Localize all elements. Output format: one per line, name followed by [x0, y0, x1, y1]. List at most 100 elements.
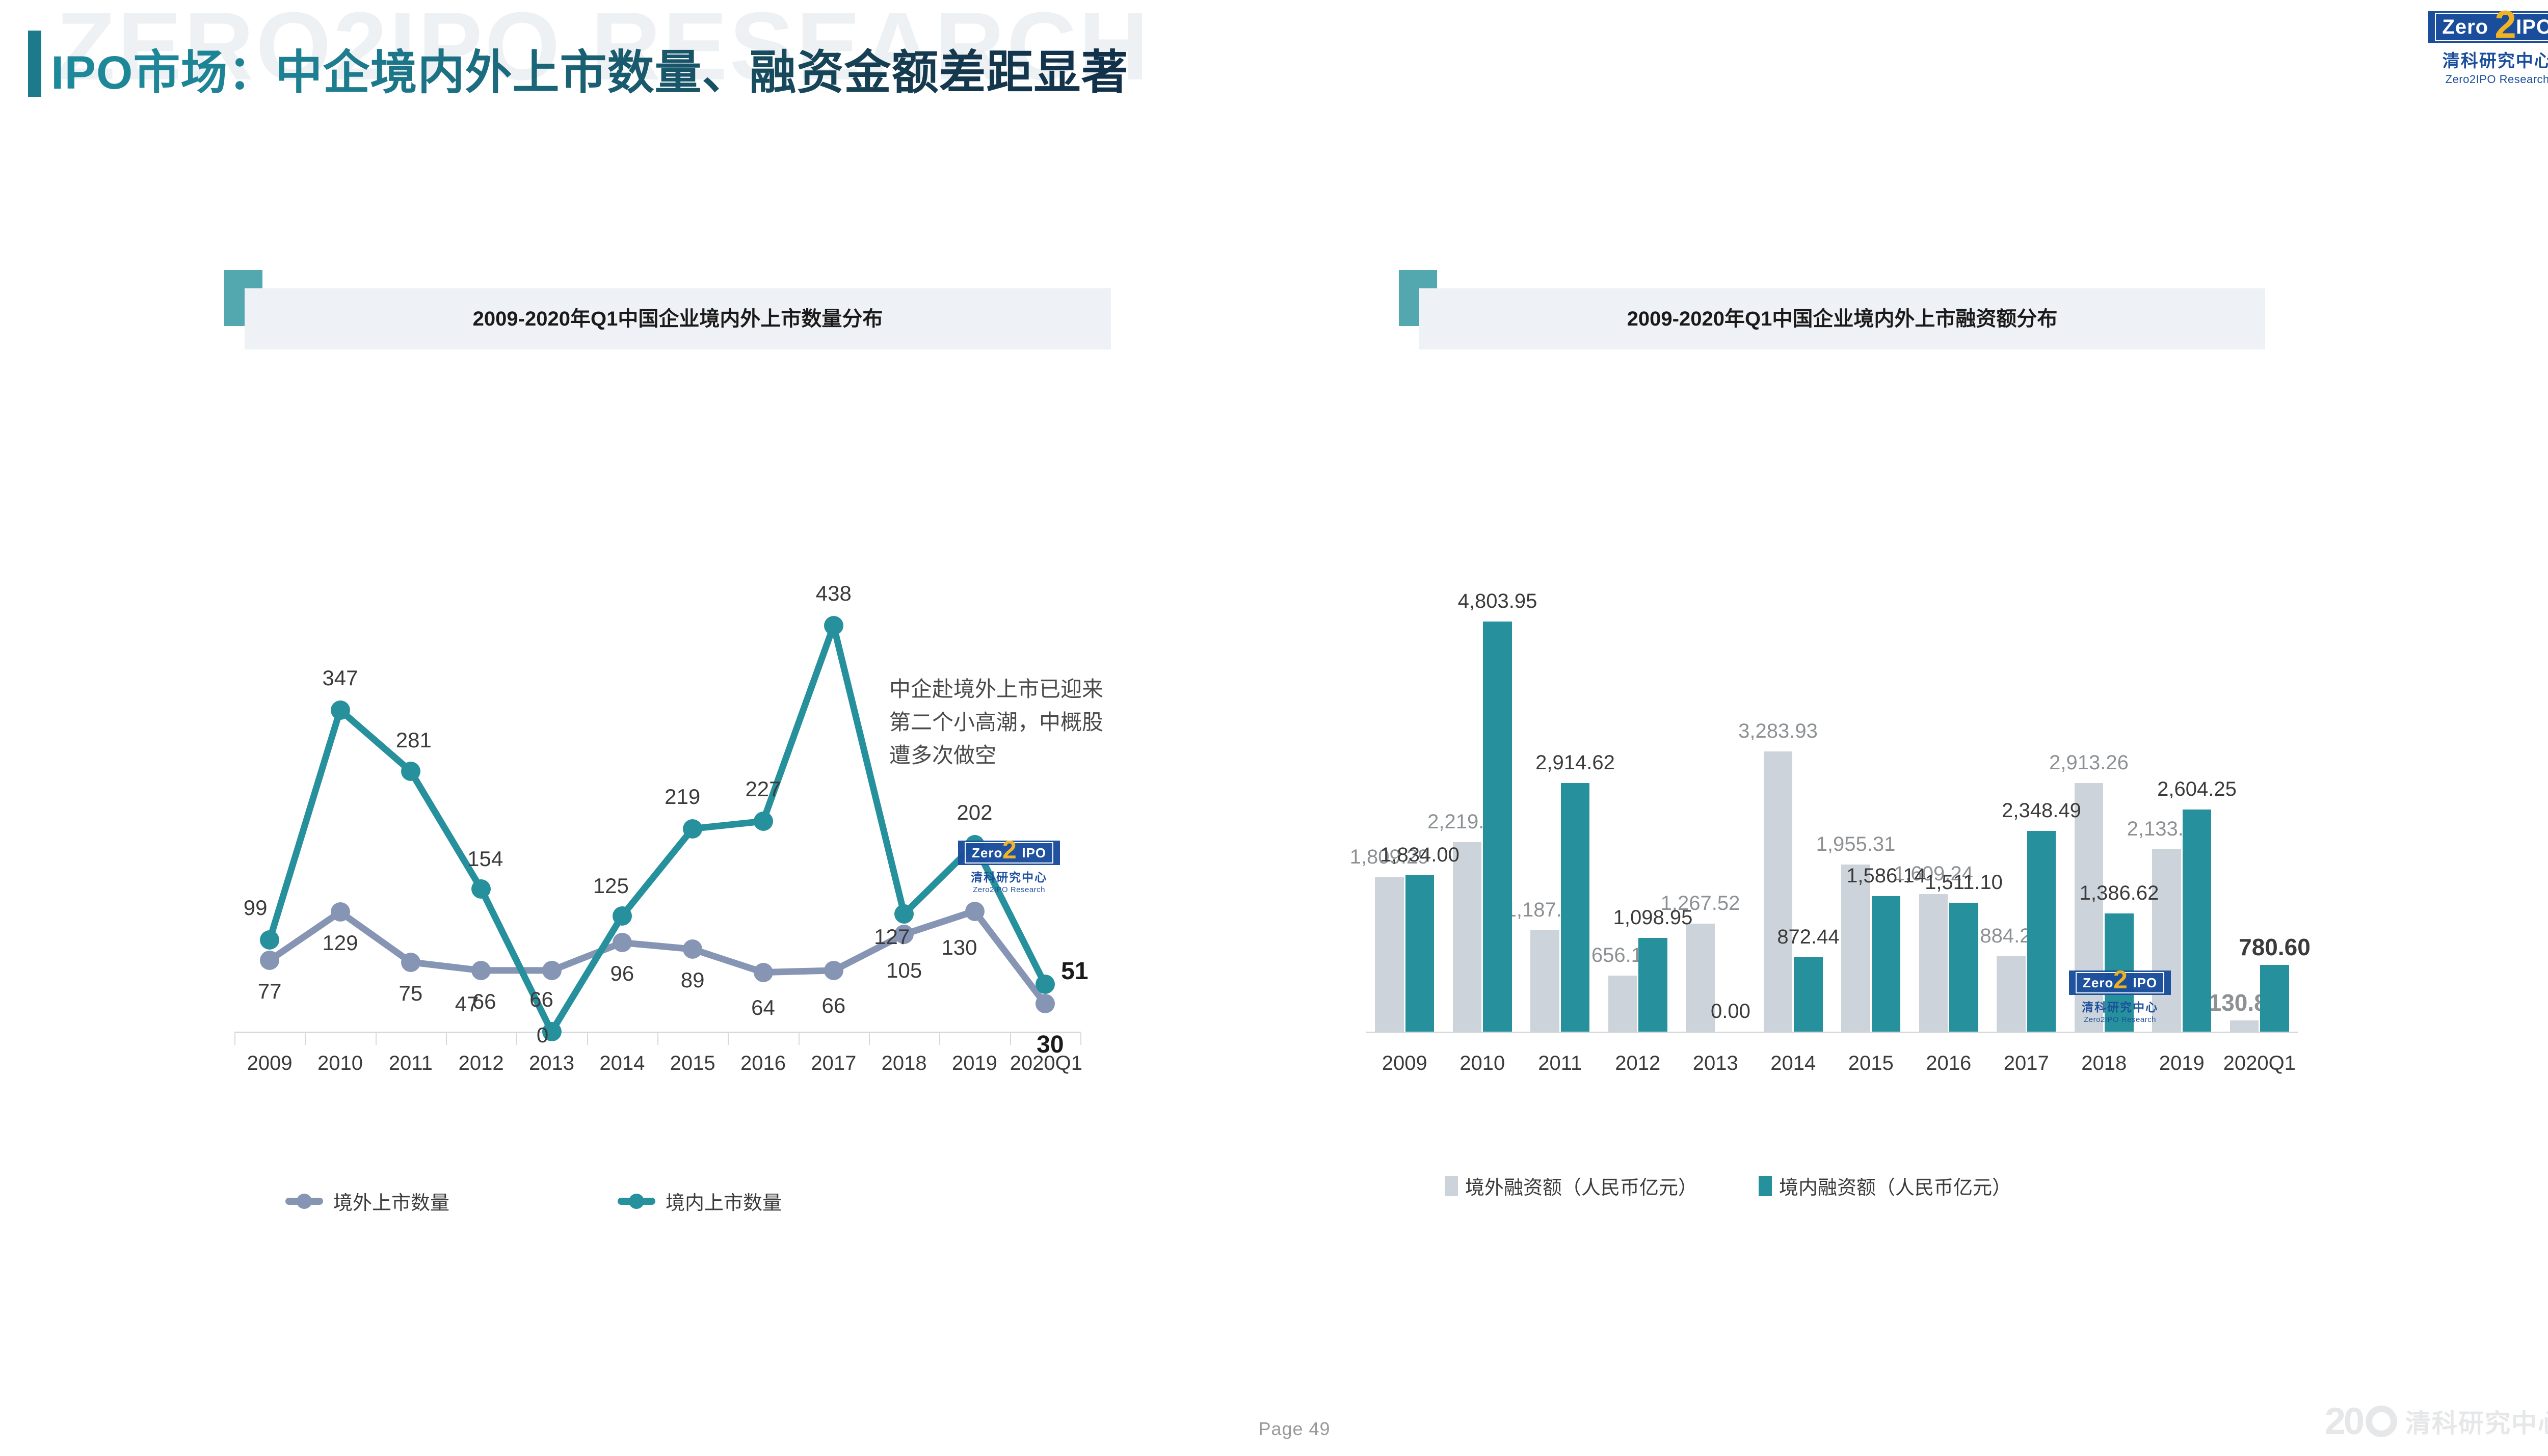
bar-domestic: [2027, 831, 2056, 1032]
data-label-overseas: 129: [322, 931, 358, 955]
x-axis-label: 2009: [247, 1052, 293, 1074]
data-label-domestic: 281: [395, 727, 432, 752]
x-axis-tick: [1080, 1032, 1081, 1045]
legend-swatch: [1759, 1175, 1772, 1196]
data-point: [753, 812, 773, 831]
x-axis-label: 2014: [599, 1052, 645, 1074]
data-label-domestic: 125: [593, 873, 629, 898]
data-point: [824, 960, 843, 980]
data-label-overseas: 66: [821, 993, 846, 1017]
bar-chart-plot: 1,809.29 2,219.65 1,187.53 656.16 1,267.52 3,…: [1335, 535, 2334, 1121]
bar-overseas: [1997, 956, 2026, 1032]
data-point: [612, 906, 632, 926]
logo-zero-text: Zero: [972, 845, 1003, 860]
legend-line-marker: [285, 1197, 323, 1205]
bar-label-domestic: 1,834.00: [1380, 843, 1459, 866]
x-axis-label: 2020Q1: [1010, 1052, 1082, 1074]
x-axis-tick: [516, 1032, 518, 1045]
line-series-2: [266, 622, 1049, 1035]
bar-domestic: [1405, 875, 1435, 1032]
data-point: [965, 901, 985, 921]
logo-box: Zero IPO 2: [2428, 6, 2548, 44]
data-label-domestic: 438: [815, 581, 852, 606]
bar-domestic: [2260, 965, 2289, 1032]
bar-label-overseas: 1,609.24: [1894, 862, 1973, 885]
anniversary-ring-icon: [2366, 1405, 2397, 1437]
data-label-domestic: 127: [874, 924, 910, 949]
logo-box: Zero IPO 2: [2069, 967, 2171, 995]
line-chart-title-band: [245, 288, 1111, 349]
line-chart-header: 2009-2020年Q1中国企业境内外上市数量分布: [224, 270, 1111, 357]
data-label-overseas: 66: [529, 987, 553, 1011]
data-point: [330, 902, 350, 922]
x-axis-tick: [939, 1032, 941, 1045]
bar-overseas: [1608, 976, 1637, 1032]
x-axis-label: 2016: [1926, 1052, 1972, 1074]
logo-en-text: Zero2IPO Research: [2084, 1015, 2157, 1024]
x-axis-label: 2020Q1: [2223, 1052, 2296, 1074]
legend-label: 境内上市数量: [666, 1193, 782, 1214]
data-point: [612, 933, 632, 953]
x-axis-label: 2009: [1382, 1052, 1427, 1074]
logo-inner: Zero IPO: [965, 842, 1054, 864]
bar-overseas: [1841, 865, 1870, 1032]
legend-swatch: [1445, 1175, 1458, 1196]
x-axis-label: 2015: [1848, 1052, 1894, 1074]
line-chart-legend: 境外上市数量 境内上市数量: [285, 1187, 782, 1215]
footer-org-name: 清科研究中心: [2405, 1409, 2548, 1438]
x-axis-label: 2012: [1615, 1052, 1661, 1074]
data-point: [1035, 994, 1055, 1014]
bar-label-overseas: 1,809.29: [1349, 845, 1429, 868]
chart-annotation: 中企赴境外上市已迎来 第二个小高潮，中概股 遭多次做空: [889, 677, 1104, 768]
line-chart-plot: 77 129 75 66 66 96 89 64 66 105 130 30 99 347 281 154 0 1…: [194, 535, 1162, 1121]
bar-overseas: [2230, 1020, 2259, 1032]
data-label-overseas: 105: [886, 958, 922, 982]
title-accent-bar: [28, 31, 41, 97]
bar-label-domestic: 1,098.95: [1613, 906, 1693, 929]
bar-label-domestic: 780.60: [2239, 934, 2311, 961]
zero2ipo-logo: Zero IPO 2 清科研究中心 Zero2IPO Research: [2428, 6, 2548, 86]
logo-two-glyph: 2: [2494, 3, 2516, 46]
bar-overseas: [1919, 894, 1948, 1032]
data-label-overseas: 77: [257, 979, 282, 1003]
bar-label-domestic: 4,803.95: [1457, 590, 1537, 612]
bar-label-domestic: 1,586.14: [1846, 865, 1926, 887]
data-label-domestic: 202: [957, 800, 993, 824]
bar-domestic: [1871, 896, 1901, 1032]
data-label-domestic: 347: [322, 665, 358, 690]
x-axis-tick: [728, 1032, 729, 1045]
x-axis-tick: [305, 1032, 306, 1045]
x-axis-line: [1366, 1032, 2298, 1033]
bar-overseas: [1686, 923, 1715, 1032]
logo-box: Zero IPO 2: [958, 837, 1060, 865]
legend-item-2: 境内融资额（人民币亿元）: [1759, 1172, 2011, 1200]
data-point: [542, 1022, 562, 1041]
bar-domestic: [2182, 809, 2212, 1032]
data-label-domestic: 219: [665, 784, 701, 808]
watermark-text: ZERO2IPO RESEARCH: [56, 0, 1151, 102]
x-axis-label: 2013: [1692, 1052, 1738, 1074]
bar-label-overseas: 2,913.26: [2049, 751, 2129, 774]
logo-cn-text: 清科研究中心: [2442, 51, 2548, 71]
bar-domestic: [1560, 783, 1590, 1032]
bar-overseas: [1763, 751, 1793, 1032]
x-axis-tick: [798, 1032, 800, 1045]
anniversary-number: 20: [2324, 1400, 2365, 1442]
data-point: [683, 819, 703, 839]
logo-ipo-text: IPO: [2133, 975, 2158, 990]
x-axis-tick: [1010, 1032, 1011, 1045]
bar-label-domestic: 872.44: [1777, 925, 1840, 948]
data-label-overseas: 96: [610, 961, 634, 986]
logo-zero-text: Zero: [2083, 975, 2114, 990]
bar-domestic: [1949, 902, 1978, 1032]
data-label-stray: 47: [455, 992, 479, 1016]
data-point: [401, 761, 420, 781]
bar-overseas: [2152, 849, 2181, 1032]
bar-label-overseas: 3,283.93: [1738, 719, 1818, 742]
x-axis-tick: [657, 1032, 658, 1045]
bar-label-overseas: 2,219.65: [1427, 811, 1507, 833]
page-number: Page 49: [1258, 1418, 1331, 1439]
data-point: [683, 939, 703, 959]
bar-label-domestic: 1,386.62: [2079, 881, 2159, 904]
data-label-overseas: 30: [1037, 1031, 1064, 1059]
